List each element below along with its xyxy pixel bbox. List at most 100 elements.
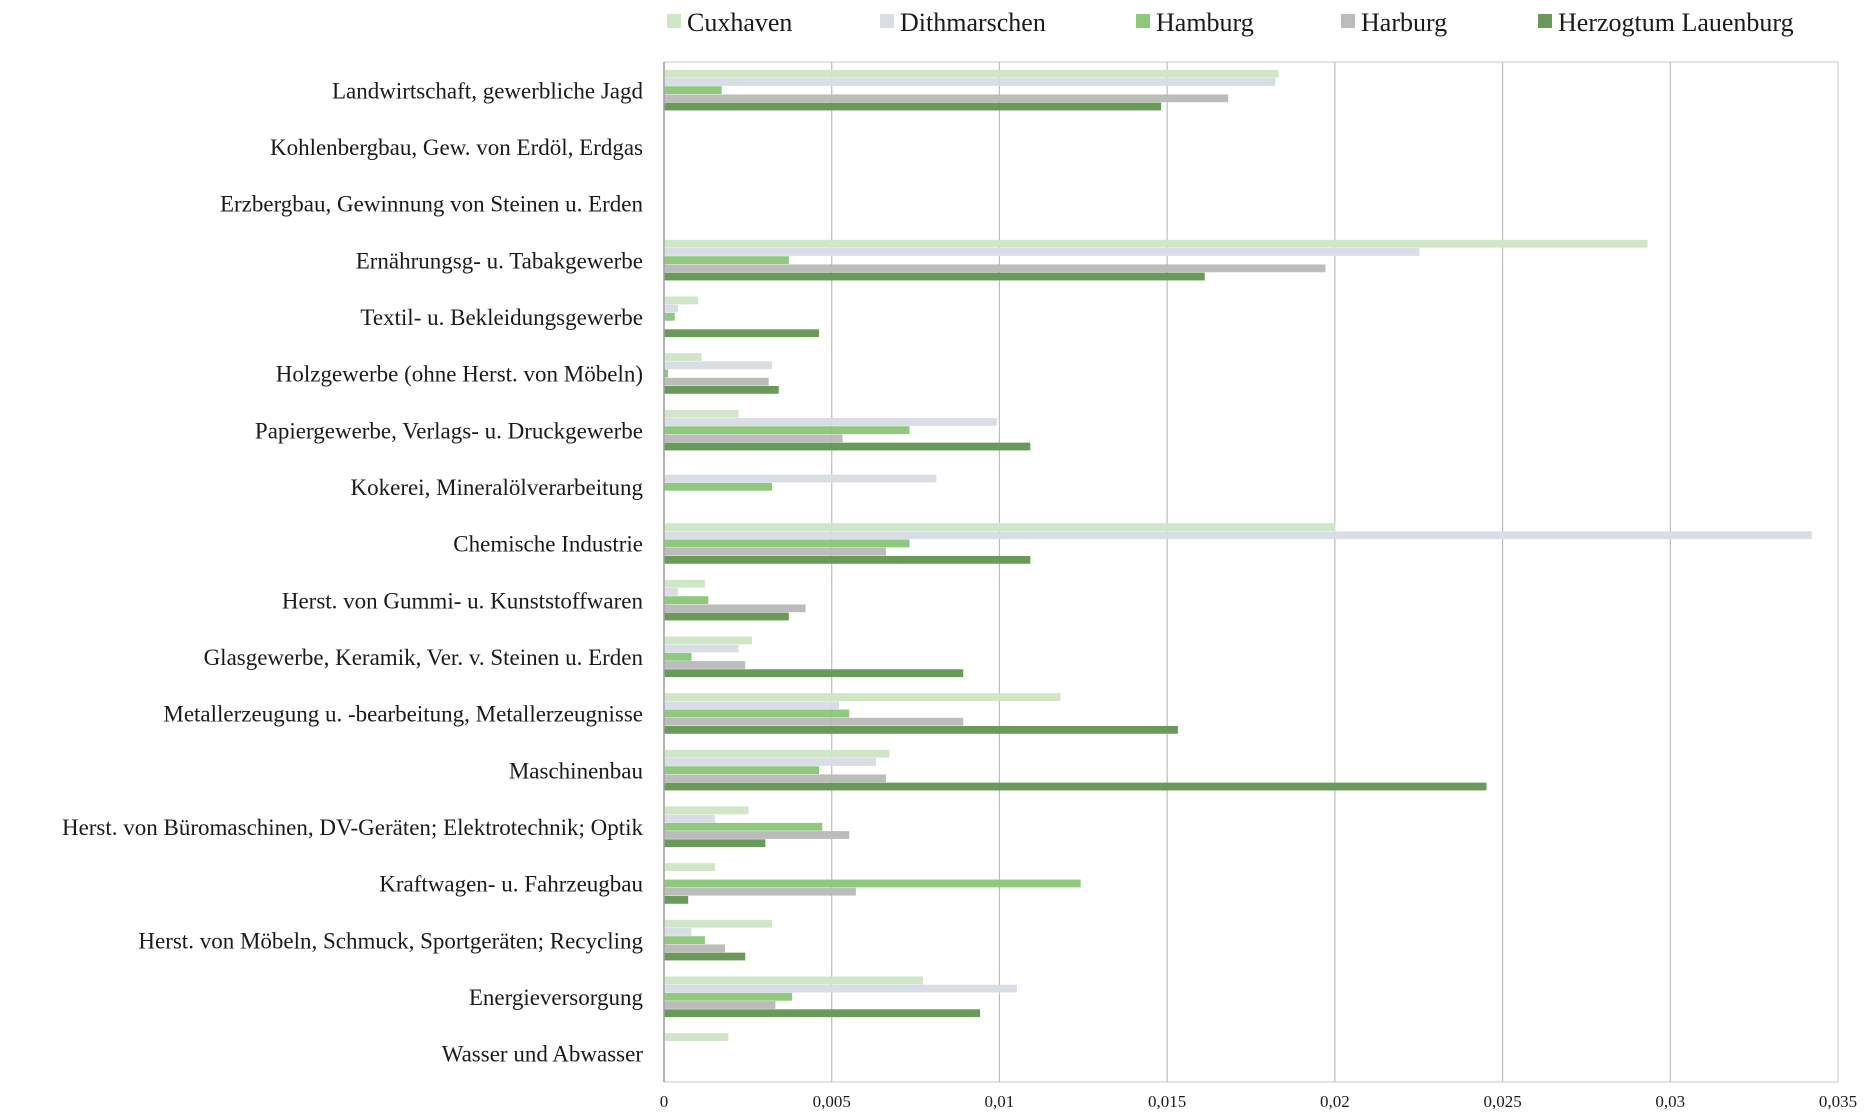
category-label: Erzbergbau, Gewinnung von Steinen u. Erd… — [220, 192, 644, 217]
bar-cuxhaven — [664, 863, 716, 871]
bar-dithmarschen — [664, 588, 679, 596]
gridlines — [663, 62, 1671, 1082]
bars — [664, 69, 1812, 1041]
bar-cuxhaven — [664, 693, 1061, 701]
category-label: Wasser und Abwasser — [442, 1042, 644, 1067]
bar-dithmarschen — [664, 701, 840, 710]
category-label: Maschinenbau — [509, 758, 644, 783]
bar-harburg — [664, 94, 1229, 103]
category-label: Kokerei, Mineralölverarbeitung — [351, 475, 644, 500]
bar-hamburg — [664, 86, 722, 95]
category-label: Herst. von Büromaschinen, DV-Geräten; El… — [62, 815, 644, 840]
bar-herzogtum-lauenburg — [664, 385, 779, 394]
bar-dithmarschen — [664, 304, 679, 313]
bar-harburg — [664, 604, 806, 613]
bar-herzogtum-lauenburg — [664, 1009, 981, 1018]
bar-herzogtum-lauenburg — [664, 272, 1205, 281]
category-label: Papiergewerbe, Verlags- u. Druckgewerbe — [255, 418, 643, 443]
bar-herzogtum-lauenburg — [664, 329, 819, 338]
bar-cuxhaven — [664, 1033, 729, 1041]
bar-dithmarschen — [664, 758, 877, 766]
category-label: Herst. von Gummi- u. Kunststoffwaren — [282, 588, 644, 613]
bar-cuxhaven — [664, 579, 705, 588]
category-label: Metallerzeugung u. -bearbeitung, Metalle… — [163, 702, 643, 727]
category-label: Herst. von Möbeln, Schmuck, Sportgeräten… — [138, 928, 643, 953]
legend: Cuxhaven Dithmarschen Hamburg Harburg Herzog… — [667, 8, 1794, 37]
plot-area — [663, 61, 1839, 1083]
legend-label: Cuxhaven — [687, 8, 792, 37]
bar-dithmarschen — [664, 644, 739, 653]
category-label: Kraftwagen- u. Fahrzeugbau — [379, 872, 643, 897]
x-tick-label: 0,025 — [1483, 1092, 1521, 1111]
legend-swatch — [1136, 14, 1150, 28]
bar-harburg — [664, 717, 964, 726]
category-label: Kohlenbergbau, Gew. von Erdöl, Erdgas — [270, 135, 643, 160]
bar-hamburg — [664, 426, 910, 435]
bar-cuxhaven — [664, 523, 1336, 531]
bar-cuxhaven — [664, 409, 739, 418]
bar-herzogtum-lauenburg — [664, 839, 766, 848]
x-tick-label: 0,02 — [1320, 1092, 1350, 1111]
category-label: Landwirtschaft, gewerbliche Jagd — [332, 78, 644, 103]
bar-herzogtum-lauenburg — [664, 782, 1487, 791]
bar-herzogtum-lauenburg — [664, 725, 1178, 734]
x-tick-label: 0,035 — [1819, 1092, 1857, 1111]
bar-dithmarschen — [664, 418, 997, 426]
bar-harburg — [664, 1001, 776, 1009]
bar-harburg — [664, 377, 769, 386]
bar-hamburg — [664, 822, 823, 831]
x-tick-label: 0,01 — [985, 1092, 1015, 1111]
bar-herzogtum-lauenburg — [664, 555, 1031, 564]
x-tick-label: 0,005 — [813, 1092, 851, 1111]
x-axis-tick-labels: 0 0,005 0,01 0,015 0,02 0,025 0,03 0,035 — [660, 1092, 1857, 1111]
bar-hamburg — [664, 936, 705, 945]
legend-swatch — [1538, 14, 1552, 28]
bar-dithmarschen — [664, 531, 1812, 540]
bar-cuxhaven — [664, 239, 1648, 248]
legend-label: Dithmarschen — [900, 8, 1046, 37]
bar-hamburg — [664, 256, 789, 265]
bar-harburg — [664, 661, 746, 669]
x-tick-label: 0 — [660, 1092, 669, 1111]
bar-harburg — [664, 774, 887, 783]
bar-herzogtum-lauenburg — [664, 895, 689, 904]
bar-cuxhaven — [664, 353, 702, 361]
bar-herzogtum-lauenburg — [664, 612, 789, 621]
bar-hamburg — [664, 652, 692, 661]
bar-dithmarschen — [664, 474, 937, 483]
bar-herzogtum-lauenburg — [664, 669, 964, 678]
bar-harburg — [664, 547, 887, 556]
bar-harburg — [664, 434, 843, 443]
legend-label: Herzogtum Lauenburg — [1558, 8, 1794, 37]
bar-hamburg — [664, 992, 793, 1001]
bar-herzogtum-lauenburg — [664, 442, 1031, 451]
bar-harburg — [664, 264, 1326, 273]
bar-dithmarschen — [664, 984, 1017, 993]
bar-hamburg — [664, 482, 773, 491]
bar-cuxhaven — [664, 69, 1279, 78]
bar-dithmarschen — [664, 248, 1420, 256]
category-labels: Landwirtschaft, gewerbliche Jagd Kohlenbe… — [62, 78, 644, 1066]
bar-hamburg — [664, 312, 675, 321]
bar-dithmarschen — [664, 78, 1276, 86]
bar-hamburg — [664, 596, 709, 605]
bar-harburg — [664, 887, 856, 896]
bar-hamburg — [664, 539, 910, 548]
legend-swatch — [1341, 14, 1355, 28]
bar-cuxhaven — [664, 296, 699, 305]
category-label: Energieversorgung — [469, 985, 644, 1010]
bar-harburg — [664, 831, 850, 839]
bar-hamburg — [664, 369, 669, 378]
x-tick-label: 0,015 — [1148, 1092, 1186, 1111]
bar-cuxhaven — [664, 976, 923, 985]
bar-dithmarschen — [664, 814, 716, 823]
bar-harburg — [664, 944, 726, 953]
bar-cuxhaven — [664, 919, 773, 928]
plot-frame — [663, 61, 1839, 1083]
category-label: Textil- u. Bekleidungsgewerbe — [360, 305, 643, 330]
bar-cuxhaven — [664, 749, 890, 758]
bar-herzogtum-lauenburg — [664, 952, 746, 961]
bar-dithmarschen — [664, 928, 692, 936]
